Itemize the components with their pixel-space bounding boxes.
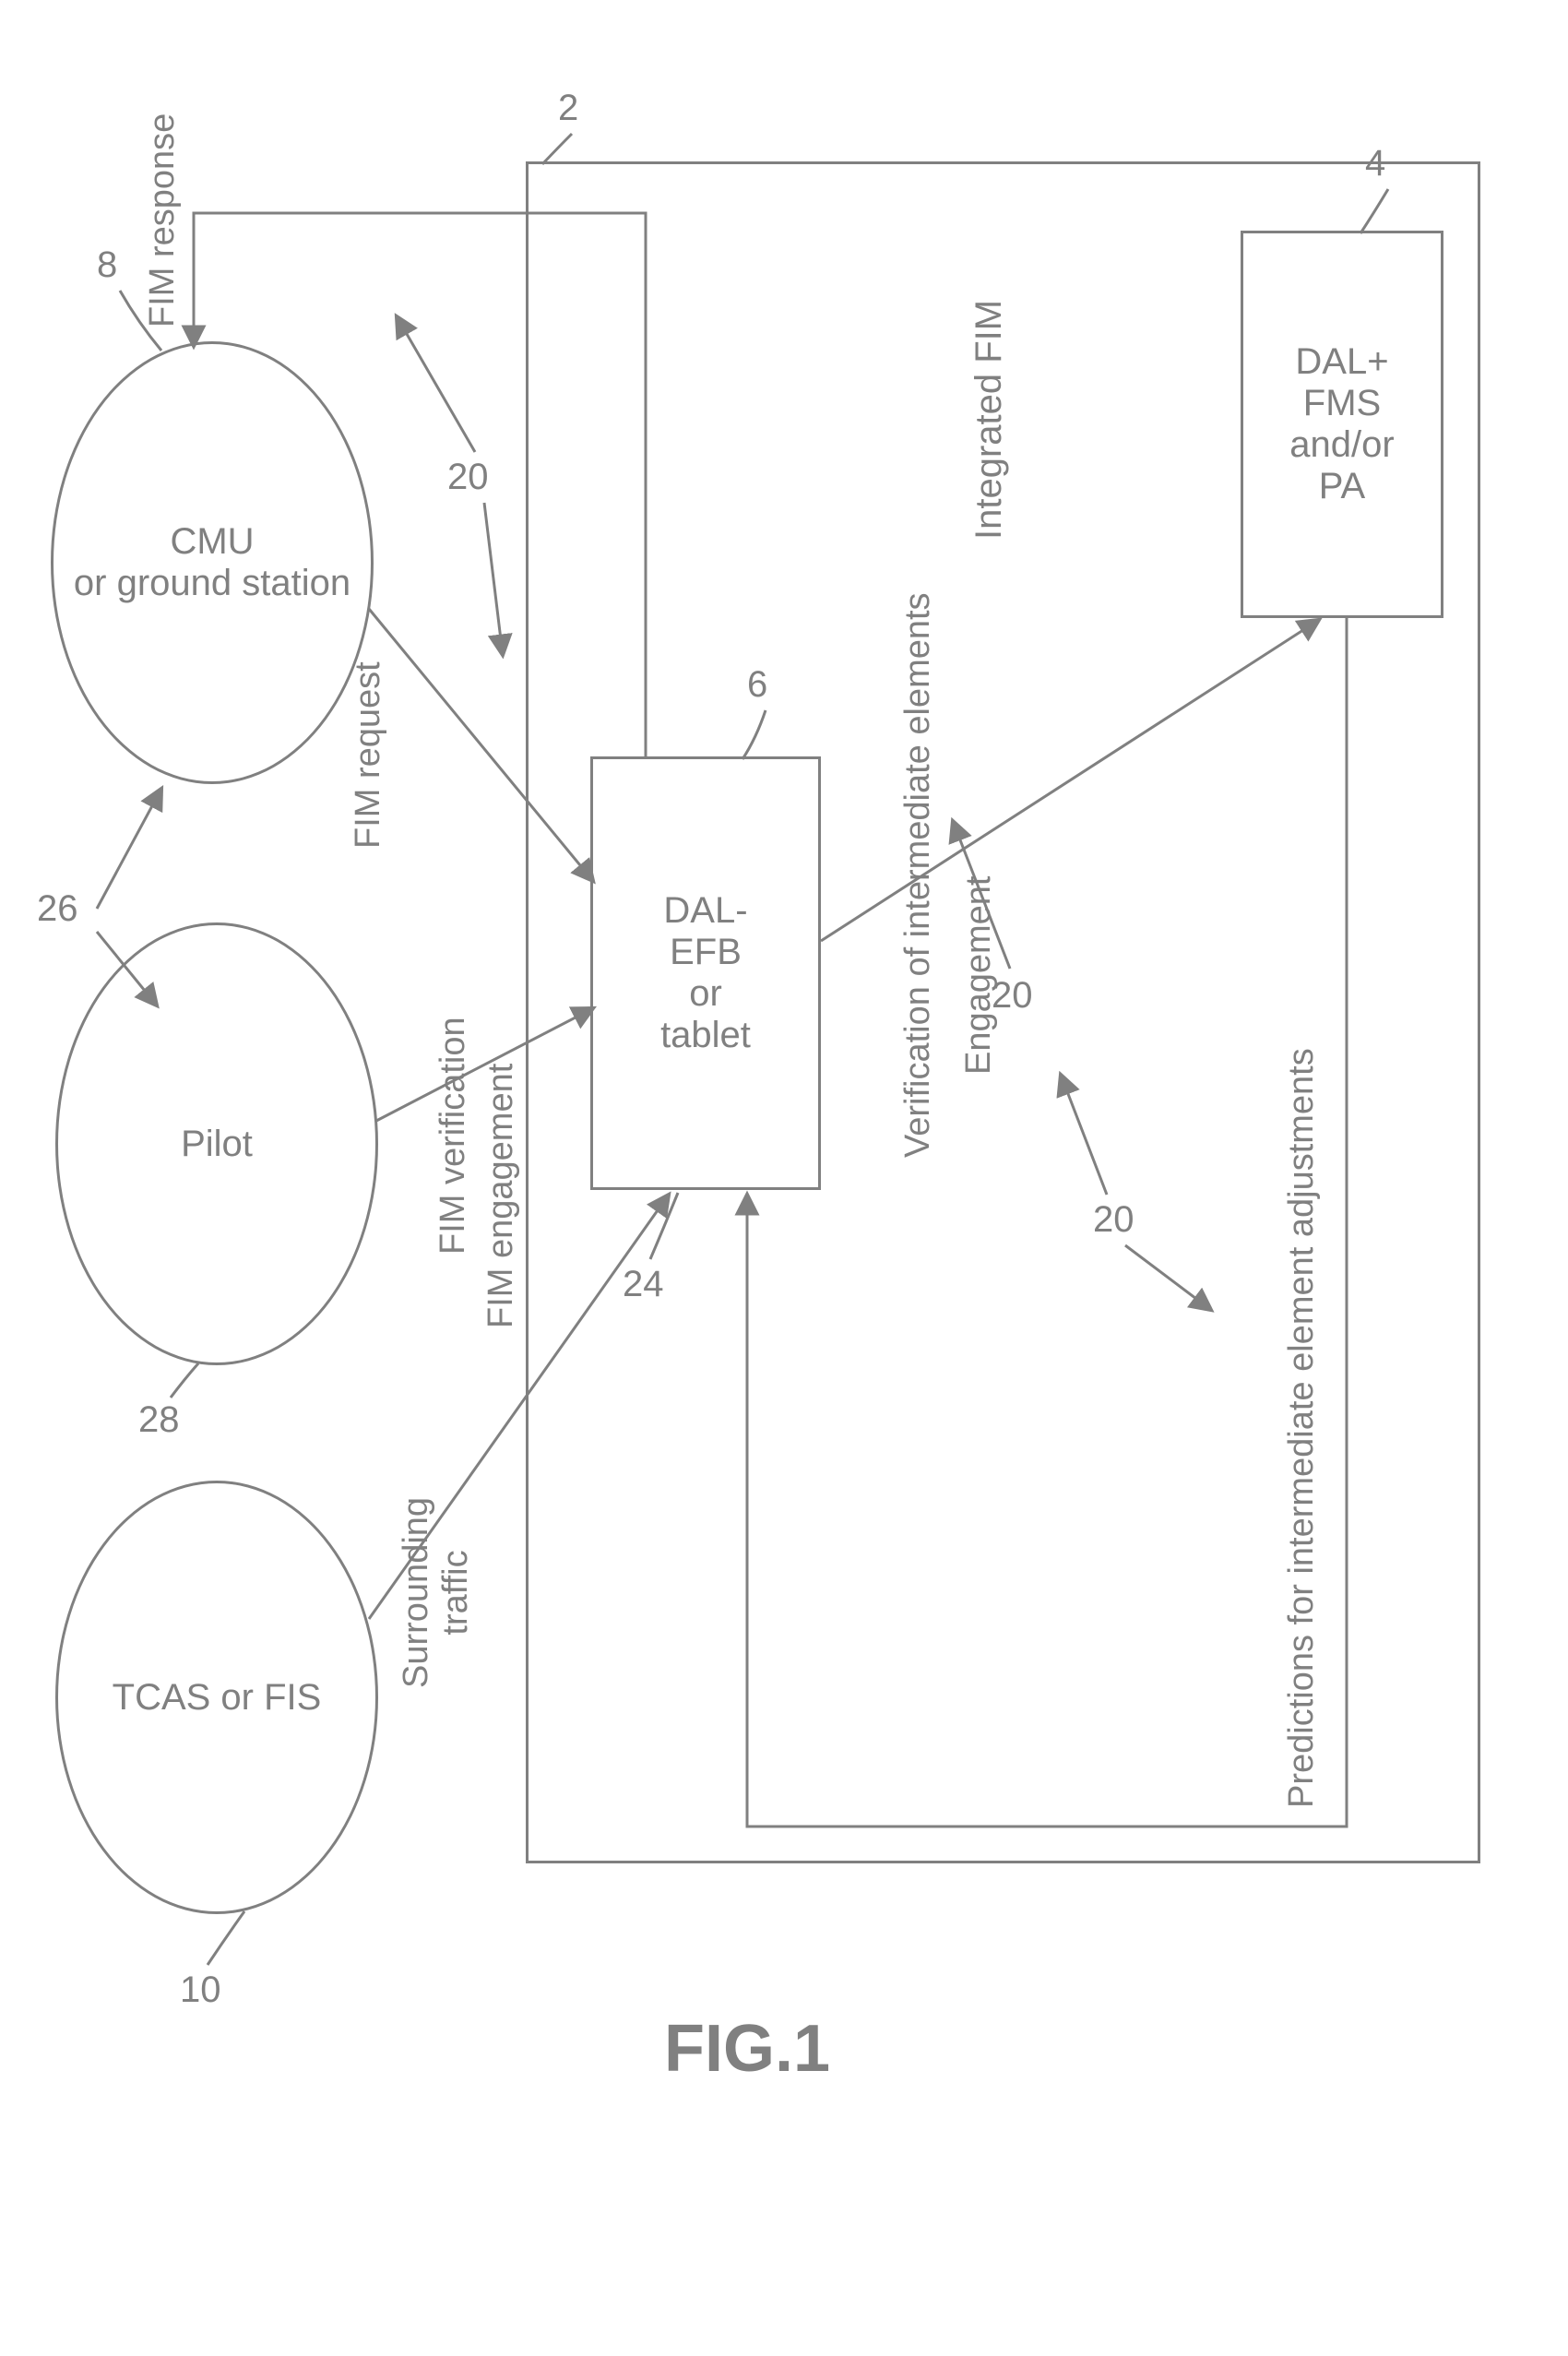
predictions-label: Predictions for intermediate element adj… <box>1282 1048 1322 1808</box>
ref-2: 2 <box>558 88 578 129</box>
ref-6: 6 <box>747 664 767 706</box>
ref-8: 8 <box>97 244 117 286</box>
cmu-ellipse: CMU or ground station <box>51 341 374 784</box>
ref-20c: 20 <box>1093 1199 1134 1241</box>
tcas-ellipse: TCAS or FIS <box>55 1481 378 1914</box>
ref-20a: 20 <box>447 457 489 498</box>
surrounding-traffic-label: Surrounding traffic <box>397 1497 476 1688</box>
verification-label: Verification of intermediate elements <box>898 592 938 1158</box>
integrated-fim-label: Integrated FIM <box>968 300 1010 540</box>
fim-verification-label: FIM verification <box>434 1017 473 1255</box>
ref-10: 10 <box>180 1969 221 2011</box>
fim-engagement-label: FIM engagement <box>481 1064 521 1328</box>
fim-response-label: FIM response <box>143 113 183 327</box>
dal-plus-box: DAL+ FMS and/or PA <box>1241 231 1443 618</box>
dal-minus-box: DAL- EFB or tablet <box>590 756 821 1190</box>
ref-24: 24 <box>623 1264 664 1305</box>
ref-20b: 20 <box>992 975 1033 1017</box>
ref-26: 26 <box>37 888 78 930</box>
pilot-ellipse: Pilot <box>55 922 378 1365</box>
fim-request-label: FIM request <box>349 661 388 849</box>
figure-caption: FIG.1 <box>664 2011 830 2087</box>
ref-4: 4 <box>1365 143 1385 184</box>
ref-28: 28 <box>138 1399 180 1441</box>
